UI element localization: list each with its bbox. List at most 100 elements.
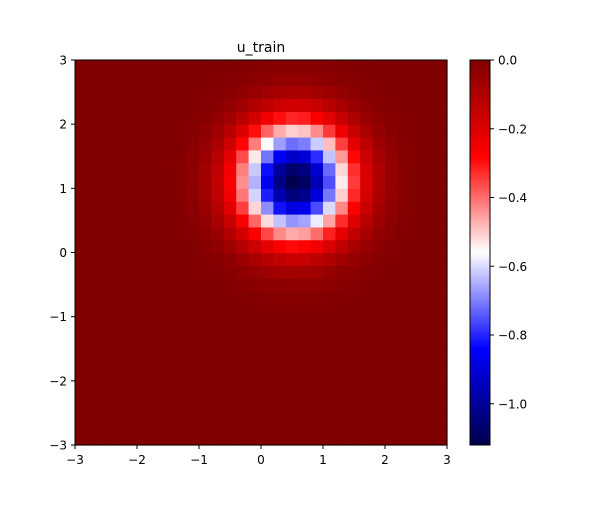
heatmap-cell	[199, 137, 212, 151]
heatmap-cell	[360, 368, 374, 382]
heatmap-cell	[186, 406, 200, 420]
heatmap-cell	[285, 393, 299, 408]
heatmap-cell	[223, 98, 237, 112]
heatmap-cell	[323, 380, 336, 395]
heatmap-cell	[335, 393, 349, 408]
heatmap-cell	[397, 72, 411, 87]
heatmap-cell	[397, 316, 411, 331]
heatmap-cell	[409, 329, 423, 343]
heatmap-cell	[372, 60, 386, 74]
heatmap-cell	[422, 137, 436, 151]
heatmap-cell	[273, 406, 287, 420]
heatmap-cell	[75, 149, 88, 164]
heatmap-cell	[385, 72, 398, 87]
heatmap-cell	[434, 98, 448, 112]
heatmap-cell	[137, 149, 150, 164]
heatmap-cell	[149, 72, 163, 87]
heatmap-cell	[422, 162, 436, 177]
heatmap-cell	[124, 329, 138, 343]
heatmap-cell	[397, 124, 411, 138]
heatmap-cell	[248, 252, 262, 266]
heatmap-cell	[186, 329, 200, 343]
heatmap-cell	[112, 239, 126, 254]
heatmap-cell	[385, 137, 398, 151]
heatmap-cell	[248, 124, 262, 138]
heatmap-cell	[99, 368, 113, 382]
heatmap-cell	[372, 406, 386, 420]
heatmap-cell	[75, 355, 88, 369]
heatmap-cell	[298, 137, 312, 151]
heatmap-cell	[186, 303, 200, 318]
heatmap-cell	[112, 175, 126, 189]
heatmap-cell	[137, 355, 150, 369]
heatmap-cell	[112, 201, 126, 215]
heatmap-cell	[99, 265, 113, 279]
heatmap-cell	[323, 72, 336, 87]
heatmap-cell	[223, 149, 237, 164]
heatmap-cell	[211, 432, 225, 446]
heatmap-cell	[385, 201, 398, 215]
heatmap-cell	[112, 432, 126, 446]
heatmap-cell	[149, 291, 163, 305]
heatmap-cell	[223, 72, 237, 87]
heatmap-cell	[186, 72, 200, 87]
heatmap-cell	[385, 291, 398, 305]
heatmap-cell	[223, 111, 237, 125]
heatmap-cell	[298, 175, 312, 189]
heatmap-cell	[323, 303, 336, 318]
heatmap-cell	[347, 329, 361, 343]
heatmap-cell	[137, 137, 150, 151]
heatmap-cell	[186, 316, 200, 331]
heatmap-cell	[87, 355, 101, 369]
heatmap-cell	[273, 149, 287, 164]
heatmap-cell	[298, 239, 312, 254]
heatmap-cell	[422, 342, 436, 356]
heatmap-cell	[211, 239, 225, 254]
heatmap-cell	[335, 60, 349, 74]
heatmap-cell	[434, 252, 448, 266]
heatmap-cell	[149, 201, 163, 215]
heatmap-cell	[372, 278, 386, 292]
heatmap-cell	[261, 329, 274, 343]
heatmap-cell	[397, 265, 411, 279]
heatmap-cell	[248, 355, 262, 369]
heatmap-cell	[112, 111, 126, 125]
heatmap-cell	[409, 201, 423, 215]
heatmap-cell	[75, 60, 88, 74]
heatmap-cell	[161, 329, 175, 343]
heatmap-cell	[360, 291, 374, 305]
heatmap-cell	[87, 188, 101, 202]
heatmap-cell	[409, 175, 423, 189]
heatmap-cell	[298, 162, 312, 177]
heatmap-cell	[335, 355, 349, 369]
heatmap-cell	[99, 137, 113, 151]
heatmap-cell	[409, 239, 423, 254]
heatmap-cell	[434, 188, 448, 202]
heatmap-cell	[310, 111, 324, 125]
heatmap-cell	[199, 342, 212, 356]
heatmap-cell	[385, 329, 398, 343]
heatmap-cell	[137, 329, 150, 343]
heatmap-cell	[360, 188, 374, 202]
heatmap-cell	[347, 149, 361, 164]
heatmap-cell	[372, 303, 386, 318]
heatmap-cell	[285, 368, 299, 382]
heatmap-cell	[75, 72, 88, 87]
heatmap-cell	[323, 355, 336, 369]
heatmap-cell	[409, 368, 423, 382]
heatmap-cell	[124, 175, 138, 189]
colorbar-tick-label: −0.6	[498, 260, 527, 274]
heatmap-cell	[385, 419, 398, 433]
heatmap-cell	[261, 355, 274, 369]
heatmap-cell	[422, 329, 436, 343]
heatmap-cell	[199, 303, 212, 318]
heatmap-cell	[434, 265, 448, 279]
heatmap-cell	[137, 111, 150, 125]
heatmap-cell	[298, 226, 312, 241]
heatmap-cell	[422, 406, 436, 420]
heatmap-cell	[87, 380, 101, 395]
heatmap-cell	[434, 137, 448, 151]
heatmap-cell	[124, 316, 138, 331]
x-axis: −3 −2 −1 0 1 2 3	[66, 445, 451, 467]
heatmap-cell	[248, 265, 262, 279]
